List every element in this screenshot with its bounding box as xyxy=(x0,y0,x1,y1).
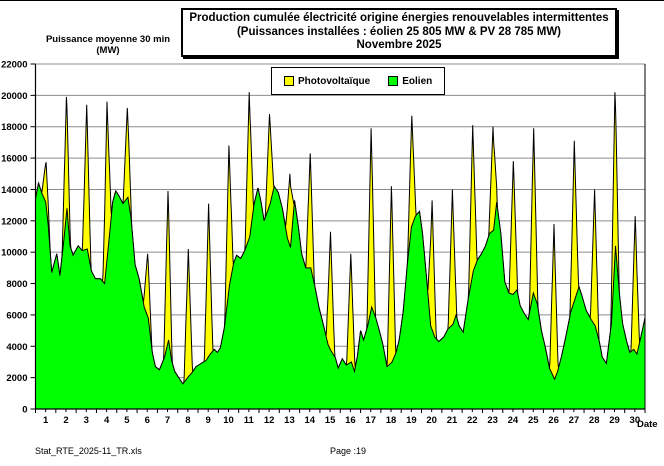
y-tick-label: 6000 xyxy=(6,310,27,321)
y-axis-title: Puissance moyenne 30 min (MW) xyxy=(28,34,188,56)
legend-label-wind: Eolien xyxy=(402,75,433,87)
x-tick-label: 5 xyxy=(124,415,130,426)
x-tick-label: 15 xyxy=(325,415,336,426)
x-tick-label: 27 xyxy=(569,415,580,426)
y-tick-label: 12000 xyxy=(1,216,27,227)
x-tick-label: 10 xyxy=(223,415,234,426)
x-tick-label: 1 xyxy=(43,415,49,426)
x-tick-label: 29 xyxy=(609,415,620,426)
x-tick-label: 28 xyxy=(589,415,600,426)
wind-swatch-icon xyxy=(388,76,399,86)
footer-file-label: Stat_RTE_2025-11_TR.xls xyxy=(35,446,142,456)
y-tick-label: 22000 xyxy=(1,60,27,71)
page-title-line2: (Puissances installées : éolien 25 805 M… xyxy=(236,25,562,38)
y-tick-label: 14000 xyxy=(1,185,27,196)
x-tick-label: 4 xyxy=(104,415,110,426)
y-tick-label: 10000 xyxy=(1,248,27,259)
x-tick-label: 9 xyxy=(206,415,211,426)
y-axis-title-line1: Puissance moyenne 30 min xyxy=(45,34,171,45)
x-tick-label: 2 xyxy=(63,415,68,426)
x-tick-label: 3 xyxy=(84,415,89,426)
x-tick-label: 7 xyxy=(165,415,170,426)
x-tick-label: 13 xyxy=(284,415,295,426)
y-tick-label: 0 xyxy=(22,405,27,416)
x-tick-label: 20 xyxy=(426,415,437,426)
stacked-area-chart: 0 2000 4000 6000 8000 10000 12000 14000 16000 180… xyxy=(1,60,658,431)
footer-page-label: Page :19 xyxy=(330,446,367,456)
x-tick-label: 6 xyxy=(145,415,150,426)
y-tick-label: 18000 xyxy=(1,122,27,133)
y-tick-label: 8000 xyxy=(6,279,27,290)
x-tick-label: 19 xyxy=(406,415,417,426)
legend-label-pv: Photovoltaïque xyxy=(298,75,371,87)
x-tick-label: 18 xyxy=(386,415,397,426)
x-axis-title: Date xyxy=(637,419,658,430)
page-title-line3: Novembre 2025 xyxy=(356,39,442,51)
series-wind-area xyxy=(35,183,645,409)
legend-item-wind: Eolien xyxy=(388,76,432,87)
x-tick-label: 14 xyxy=(304,415,315,426)
y-tick-label: 16000 xyxy=(1,154,27,165)
x-tick-label: 11 xyxy=(244,415,255,426)
page-title-line1: Production cumulée électricité origine é… xyxy=(189,12,609,24)
x-tick-label: 17 xyxy=(365,415,376,426)
y-tick-label: 2000 xyxy=(6,373,27,384)
series-wind-outline xyxy=(35,181,646,385)
x-tick-label: 25 xyxy=(528,415,539,426)
page-footer: Stat_RTE_2025-11_TR.xls Page :19 xyxy=(0,444,664,464)
title-box: Production cumulée électricité origine é… xyxy=(181,8,617,57)
x-tick-label: 8 xyxy=(185,415,190,426)
x-tick-label: 12 xyxy=(264,415,275,426)
x-tick-label: 21 xyxy=(447,415,458,426)
chart-legend: Photovoltaïque Eolien xyxy=(271,67,446,95)
y-axis-title-line2: (MW) xyxy=(96,45,120,56)
y-tick-label: 20000 xyxy=(1,91,27,102)
x-tick-label: 16 xyxy=(345,415,356,426)
pv-swatch-icon xyxy=(284,76,294,86)
x-tick-label: 22 xyxy=(467,415,478,426)
y-tick-label: 4000 xyxy=(6,342,27,353)
x-tick-label: 30 xyxy=(630,415,641,426)
legend-item-pv: Photovoltaïque xyxy=(284,76,370,87)
x-tick-label: 24 xyxy=(508,415,519,426)
x-tick-label: 23 xyxy=(487,415,498,426)
x-tick-label: 26 xyxy=(548,415,559,426)
